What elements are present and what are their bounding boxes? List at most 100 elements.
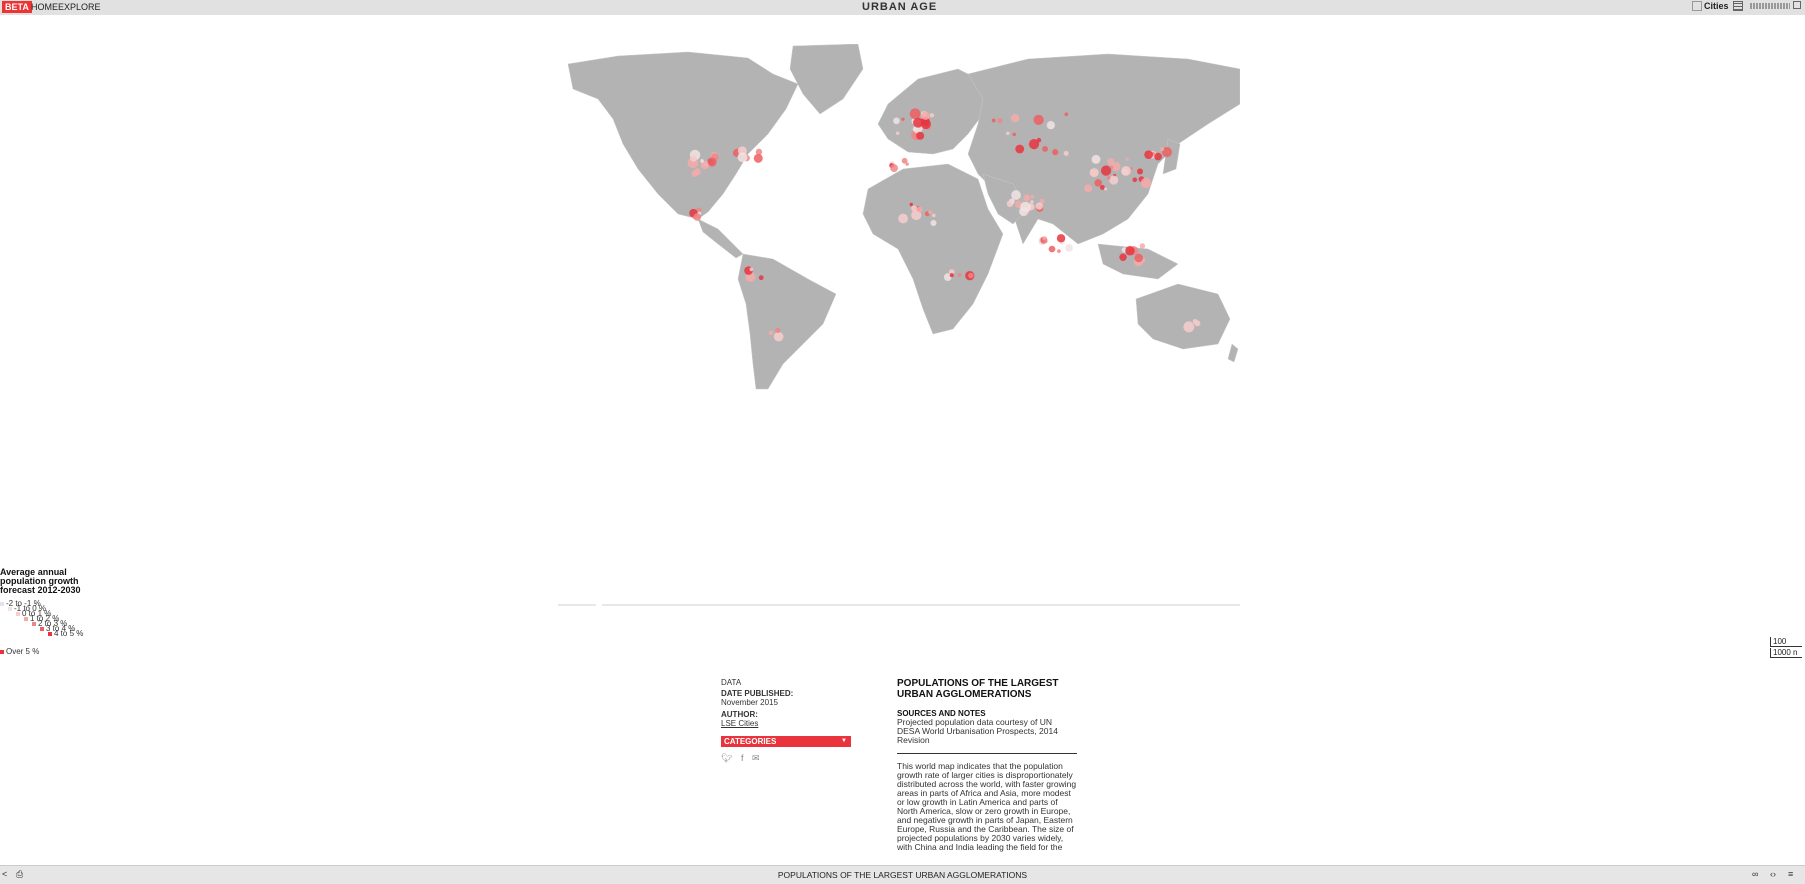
- city-point[interactable]: [1099, 185, 1105, 190]
- city-point[interactable]: [696, 207, 702, 213]
- city-point[interactable]: [707, 157, 717, 167]
- city-point[interactable]: [991, 118, 996, 123]
- city-point[interactable]: [1137, 168, 1144, 175]
- city-point[interactable]: [895, 131, 900, 135]
- city-point[interactable]: [1160, 147, 1165, 152]
- city-point[interactable]: [1139, 243, 1146, 249]
- city-point[interactable]: [911, 205, 918, 212]
- city-point[interactable]: [693, 213, 702, 221]
- city-point[interactable]: [909, 202, 913, 207]
- city-point[interactable]: [694, 168, 701, 176]
- city-point[interactable]: [909, 108, 921, 120]
- lse-cities-logo[interactable]: [1750, 3, 1790, 9]
- city-point[interactable]: [1094, 179, 1102, 187]
- grid-icon[interactable]: [1692, 1, 1702, 11]
- twitter-icon[interactable]: 🐦︎: [721, 753, 733, 763]
- city-point[interactable]: [1106, 176, 1111, 180]
- share-icon[interactable]: <: [2, 869, 8, 879]
- city-point[interactable]: [1015, 144, 1025, 154]
- city-point[interactable]: [1048, 245, 1056, 253]
- link-icon[interactable]: ∞: [1752, 869, 1759, 879]
- city-point[interactable]: [1084, 184, 1093, 193]
- city-point[interactable]: [948, 269, 955, 275]
- city-point[interactable]: [1057, 249, 1061, 253]
- city-point[interactable]: [1104, 187, 1108, 191]
- city-point[interactable]: [1064, 112, 1069, 117]
- city-point[interactable]: [753, 153, 763, 163]
- city-point[interactable]: [1140, 177, 1152, 189]
- city-point[interactable]: [1110, 166, 1114, 170]
- city-point[interactable]: [916, 206, 923, 213]
- city-point[interactable]: [775, 327, 781, 334]
- city-point[interactable]: [916, 131, 925, 140]
- city-point[interactable]: [749, 267, 754, 272]
- city-point[interactable]: [1134, 253, 1143, 263]
- nav-explore-link[interactable]: EXPLORE: [58, 2, 101, 12]
- city-point[interactable]: [1043, 239, 1048, 244]
- city-point[interactable]: [1039, 198, 1045, 204]
- city-point[interactable]: [1154, 152, 1162, 161]
- city-point[interactable]: [1089, 168, 1099, 178]
- city-point[interactable]: [898, 213, 908, 224]
- city-point[interactable]: [890, 164, 899, 172]
- city-point[interactable]: [943, 273, 952, 281]
- nav-home-link[interactable]: HOME: [31, 2, 58, 12]
- city-point[interactable]: [1161, 147, 1173, 158]
- city-point[interactable]: [690, 155, 697, 162]
- city-point[interactable]: [1109, 175, 1119, 185]
- city-point[interactable]: [905, 162, 909, 166]
- table-icon[interactable]: [1733, 1, 1743, 11]
- city-point[interactable]: [737, 152, 748, 163]
- city-point[interactable]: [1091, 154, 1101, 164]
- city-point[interactable]: [921, 111, 930, 120]
- brand-logo[interactable]: URBAN AGE: [862, 1, 938, 13]
- city-point[interactable]: [1107, 158, 1115, 166]
- city-point[interactable]: [1035, 202, 1043, 210]
- city-point[interactable]: [758, 275, 764, 281]
- city-point[interactable]: [997, 118, 1003, 124]
- city-point[interactable]: [1020, 201, 1031, 213]
- city-point[interactable]: [1063, 150, 1069, 156]
- city-point[interactable]: [913, 117, 924, 128]
- city-point[interactable]: [1132, 177, 1138, 183]
- city-point[interactable]: [1010, 113, 1020, 123]
- city-point[interactable]: [1006, 131, 1010, 136]
- city-point[interactable]: [1046, 121, 1056, 130]
- city-point[interactable]: [1125, 245, 1135, 256]
- city-point[interactable]: [1125, 157, 1129, 161]
- city-point[interactable]: [1052, 149, 1059, 156]
- city-point[interactable]: [755, 148, 763, 156]
- city-point[interactable]: [911, 209, 922, 221]
- city-point[interactable]: [773, 331, 784, 342]
- city-point[interactable]: [1042, 145, 1048, 152]
- city-point[interactable]: [1012, 132, 1017, 137]
- city-point[interactable]: [1030, 194, 1035, 199]
- menu-icon[interactable]: ≡: [1788, 869, 1794, 879]
- print-icon[interactable]: ⎙: [16, 869, 24, 879]
- city-point[interactable]: [1028, 138, 1040, 150]
- city-point[interactable]: [957, 272, 962, 277]
- mail-icon[interactable]: ✉: [751, 753, 760, 763]
- city-point[interactable]: [1144, 150, 1153, 159]
- city-point[interactable]: [1129, 166, 1134, 171]
- city-point[interactable]: [1023, 194, 1031, 202]
- city-point[interactable]: [768, 330, 774, 336]
- city-point[interactable]: [1065, 244, 1073, 252]
- city-point[interactable]: [930, 219, 937, 226]
- city-point[interactable]: [968, 272, 974, 279]
- city-point[interactable]: [1033, 114, 1044, 125]
- city-point[interactable]: [1121, 166, 1131, 176]
- city-point[interactable]: [893, 117, 900, 125]
- city-point[interactable]: [1006, 200, 1014, 208]
- city-point[interactable]: [700, 160, 709, 170]
- city-point[interactable]: [1011, 190, 1021, 200]
- expand-icon[interactable]: [1793, 1, 1801, 9]
- cities-link[interactable]: Cities: [1704, 1, 1729, 11]
- city-point[interactable]: [1056, 234, 1066, 243]
- facebook-icon[interactable]: f: [740, 753, 744, 763]
- city-point[interactable]: [901, 157, 908, 164]
- city-point[interactable]: [931, 213, 936, 218]
- city-point[interactable]: [1119, 253, 1127, 261]
- timeline-slider-left[interactable]: [558, 604, 596, 606]
- world-map[interactable]: [558, 44, 1240, 394]
